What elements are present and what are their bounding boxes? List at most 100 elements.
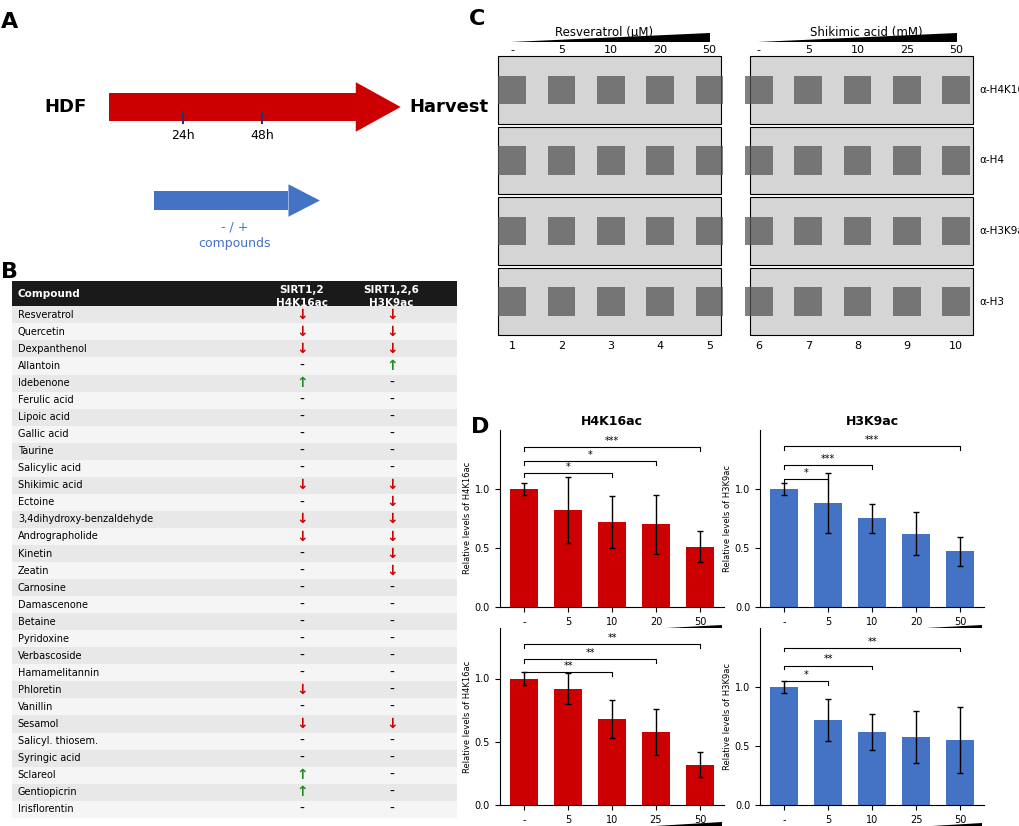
Text: Gentiopicrin: Gentiopicrin [17, 787, 77, 797]
Bar [12, 562, 457, 579]
Bar [596, 217, 624, 245]
Text: -: - [300, 734, 304, 748]
Text: -: - [389, 615, 393, 629]
Text: -: - [300, 547, 304, 561]
Polygon shape [814, 624, 981, 634]
Bar [646, 76, 674, 104]
Bar [497, 126, 720, 194]
Text: ↓: ↓ [385, 547, 397, 561]
Polygon shape [554, 624, 721, 634]
Text: Salicylic acid: Salicylic acid [17, 463, 81, 473]
Text: Taurine: Taurine [17, 446, 53, 456]
Bar [641, 525, 669, 607]
Bar [547, 217, 575, 245]
Bar [498, 76, 526, 104]
Text: -: - [300, 427, 304, 441]
Bar [597, 522, 626, 607]
Text: Zeatin: Zeatin [17, 566, 49, 576]
Bar [695, 76, 722, 104]
Bar [749, 126, 972, 194]
Bar [646, 217, 674, 245]
Title: H3K9ac: H3K9ac [845, 415, 898, 429]
Text: ***: *** [820, 453, 835, 464]
X-axis label: Resveratrol: Resveratrol [844, 629, 899, 638]
Text: -: - [389, 461, 393, 475]
Bar [843, 76, 870, 104]
Text: ↓: ↓ [385, 717, 397, 731]
Bar [901, 534, 929, 607]
Bar [12, 443, 457, 460]
Text: -: - [300, 598, 304, 611]
Bar [945, 740, 973, 805]
Text: ↓: ↓ [385, 529, 397, 544]
Text: -: - [300, 359, 304, 373]
Bar [695, 287, 722, 316]
Text: 20: 20 [652, 45, 666, 55]
Bar [794, 217, 821, 245]
Bar [12, 494, 457, 511]
Text: -: - [300, 393, 304, 407]
Text: Shikimic acid: Shikimic acid [17, 481, 83, 491]
Text: Resveratrol: Resveratrol [17, 310, 73, 320]
Text: ↓: ↓ [296, 308, 308, 322]
Text: Allantoin: Allantoin [17, 361, 61, 371]
Text: -: - [300, 461, 304, 475]
Bar [942, 146, 969, 174]
Bar [794, 76, 821, 104]
Text: ↓: ↓ [385, 308, 397, 322]
Bar [596, 287, 624, 316]
Text: Phloretin: Phloretin [17, 685, 61, 695]
Bar [12, 681, 457, 699]
Polygon shape [356, 82, 400, 131]
Bar [498, 217, 526, 245]
Bar [641, 732, 669, 805]
Bar [646, 287, 674, 316]
Text: 8: 8 [853, 341, 860, 351]
Bar [597, 719, 626, 805]
Bar [553, 689, 582, 805]
Bar [12, 528, 457, 545]
Text: 5: 5 [804, 45, 811, 55]
Text: ↑: ↑ [385, 359, 397, 373]
Bar [498, 287, 526, 316]
Bar [745, 287, 772, 316]
Text: *: * [803, 670, 808, 680]
Text: -: - [389, 632, 393, 646]
Bar [510, 489, 538, 607]
Text: Verbascoside: Verbascoside [17, 651, 83, 661]
X-axis label: Resveratrol: Resveratrol [584, 629, 639, 638]
Text: -: - [389, 427, 393, 441]
Bar [12, 374, 457, 392]
Bar [12, 358, 457, 374]
Text: 1: 1 [508, 341, 516, 351]
Bar [12, 306, 457, 323]
Text: α-H4K16ac: α-H4K16ac [978, 85, 1019, 95]
Text: -: - [389, 700, 393, 714]
Text: -: - [300, 496, 304, 510]
Polygon shape [757, 33, 956, 42]
Text: Compound: Compound [17, 288, 81, 298]
Bar [12, 323, 457, 340]
Text: 3,4dihydroxy-benzaldehyde: 3,4dihydroxy-benzaldehyde [17, 515, 153, 525]
Bar [547, 287, 575, 316]
Bar [547, 76, 575, 104]
Bar [12, 715, 457, 733]
Bar [154, 191, 288, 210]
Text: SIRT1,2: SIRT1,2 [279, 285, 324, 295]
Text: Gallic acid: Gallic acid [17, 430, 68, 439]
Text: -: - [300, 802, 304, 816]
Text: ↓: ↓ [385, 512, 397, 526]
Text: -: - [389, 376, 393, 390]
Text: *: * [803, 468, 808, 478]
Bar [745, 217, 772, 245]
Text: **: ** [562, 661, 573, 671]
Text: SIRT1,2,6: SIRT1,2,6 [364, 285, 419, 295]
Text: 50: 50 [702, 45, 716, 55]
Text: ↓: ↓ [296, 683, 308, 697]
Text: ↑: ↑ [296, 786, 308, 800]
Text: 48h: 48h [250, 129, 273, 142]
Text: -: - [389, 393, 393, 407]
Bar [12, 784, 457, 800]
Bar [12, 511, 457, 528]
Text: **: ** [866, 637, 876, 647]
